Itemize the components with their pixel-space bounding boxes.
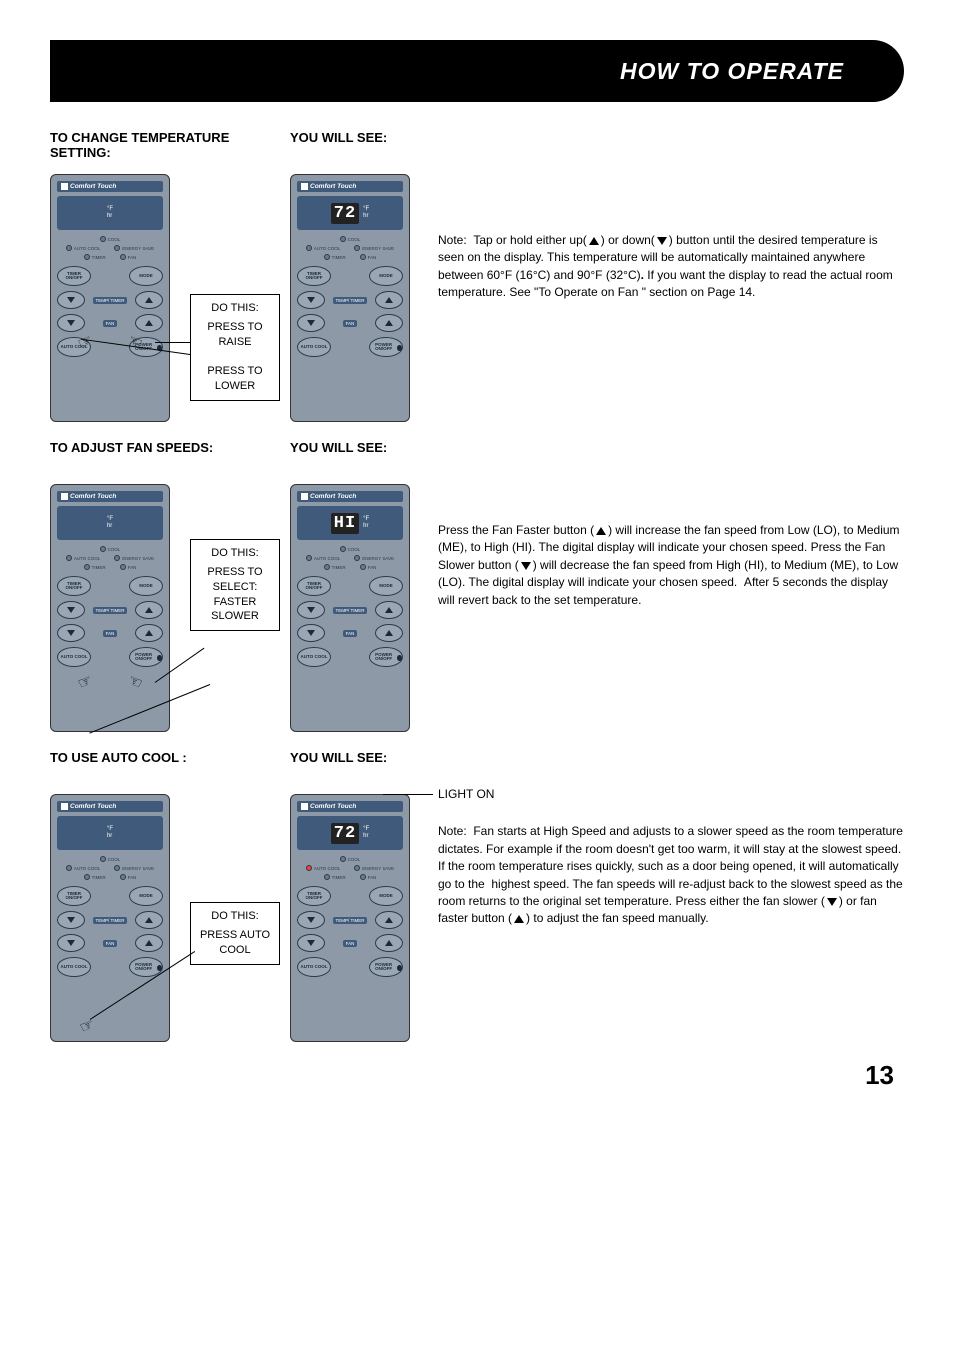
led-group: COOL AUTO COOL ENERGY SAVE TIMER FAN <box>57 236 163 260</box>
col-right: Note: Tap or hold either up() or down() … <box>420 130 904 302</box>
down-icon <box>67 320 75 326</box>
fan-up-button[interactable] <box>135 624 163 642</box>
remote-do-this: Comfort Touch °Fhr COOL AUTO COOL ENERGY… <box>50 174 170 422</box>
section-title: YOU WILL SEE: <box>290 440 420 474</box>
mode-button[interactable]: MODE <box>129 266 163 286</box>
check-icon <box>61 183 68 190</box>
up-icon <box>514 915 524 923</box>
remote-brand: Comfort Touch <box>297 181 403 192</box>
section-title: YOU WILL SEE: <box>290 750 420 784</box>
fan-down-button[interactable] <box>57 624 85 642</box>
led-auto-cool-on: AUTO COOL <box>306 865 340 871</box>
temp-timer-label: TEMP/ TIMER <box>93 297 128 304</box>
remote-display: °Fhr <box>57 196 163 230</box>
note-text: Note: Tap or hold either up() or down() … <box>438 232 904 302</box>
temp-down-button[interactable] <box>57 291 85 309</box>
callout-line <box>383 794 433 795</box>
remote-brand: Comfort Touch <box>57 181 163 192</box>
callout-box: DO THIS: PRESS TO RAISE PRESS TO LOWER <box>190 294 280 401</box>
remote-control: Comfort Touch °Fhr COOL AUTO COOLENERGY … <box>50 484 170 732</box>
section-fan-speed: TO ADJUST FAN SPEEDS: Comfort Touch °Fhr… <box>50 440 904 732</box>
remote-result: Comfort Touch HI°Fhr COOL AUTO COOLENERG… <box>290 484 410 732</box>
col-left: TO CHANGE TEMPERATURE SETTING: Comfort T… <box>50 130 290 422</box>
down-icon <box>827 898 837 906</box>
timer-button[interactable]: TIMER ON/OFF <box>57 266 91 286</box>
up-icon <box>596 527 606 535</box>
remote-result: Comfort Touch 72°Fhr COOL AUTO COOLENERG… <box>290 794 410 1042</box>
page: HOW TO OPERATE TO CHANGE TEMPERATURE SET… <box>0 0 954 1121</box>
callout-line: PRESS TO RAISE <box>207 321 262 348</box>
note-text: Press the Fan Faster button () will incr… <box>438 522 904 609</box>
remote-result: Comfort Touch 72 °Fhr COOL AUTO COOLENER… <box>290 174 410 422</box>
display-units: °Fhr <box>107 206 113 220</box>
note-text: Note: Fan starts at High Speed and adjus… <box>438 823 904 927</box>
light-on-label: LIGHT ON <box>438 786 904 803</box>
col-mid: YOU WILL SEE: Comfort Touch 72 °Fhr COOL… <box>290 130 420 422</box>
fan-label: FAN <box>103 320 118 327</box>
header-bar: HOW TO OPERATE <box>50 40 904 102</box>
callout-title: DO THIS: <box>199 301 271 316</box>
page-number: 13 <box>50 1060 904 1091</box>
page-title: HOW TO OPERATE <box>620 58 844 85</box>
section-title: TO ADJUST FAN SPEEDS: <box>50 440 290 474</box>
callout-box: DO THIS: PRESS AUTO COOL <box>190 902 280 965</box>
down-icon <box>521 562 531 570</box>
section-auto-cool: TO USE AUTO COOL : Comfort Touch °Fhr CO… <box>50 750 904 1042</box>
display-value: 72 <box>331 823 359 844</box>
down-icon <box>67 297 75 303</box>
led-energy-save: ENERGY SAVE <box>114 245 154 251</box>
remote-control: Comfort Touch °Fhr COOL AUTO COOL ENERGY… <box>50 174 170 422</box>
display-value: 72 <box>331 203 359 224</box>
section-title: YOU WILL SEE: <box>290 130 420 164</box>
fan-up-button[interactable] <box>135 314 163 332</box>
section-title: TO CHANGE TEMPERATURE SETTING: <box>50 130 290 164</box>
section-title: TO USE AUTO COOL : <box>50 750 290 784</box>
temp-up-button[interactable] <box>135 291 163 309</box>
led-cool: COOL <box>100 236 121 242</box>
up-icon <box>145 320 153 326</box>
fan-down-button[interactable] <box>57 314 85 332</box>
led-timer: TIMER <box>84 254 106 260</box>
led-auto-cool: AUTO COOL <box>66 245 100 251</box>
callout-line <box>155 342 190 343</box>
display-units: °Fhr <box>363 206 369 220</box>
callout-line: PRESS TO LOWER <box>207 365 262 392</box>
up-icon <box>145 297 153 303</box>
down-icon <box>657 237 667 245</box>
callout-box: DO THIS: PRESS TO SELECT: FASTER SLOWER <box>190 539 280 631</box>
led-fan: FAN <box>120 254 137 260</box>
auto-cool-button[interactable]: AUTO COOL <box>57 957 91 977</box>
remote-display: 72 °Fhr <box>297 196 403 230</box>
display-value: HI <box>331 513 359 534</box>
up-icon <box>589 237 599 245</box>
section-temperature: TO CHANGE TEMPERATURE SETTING: Comfort T… <box>50 130 904 422</box>
